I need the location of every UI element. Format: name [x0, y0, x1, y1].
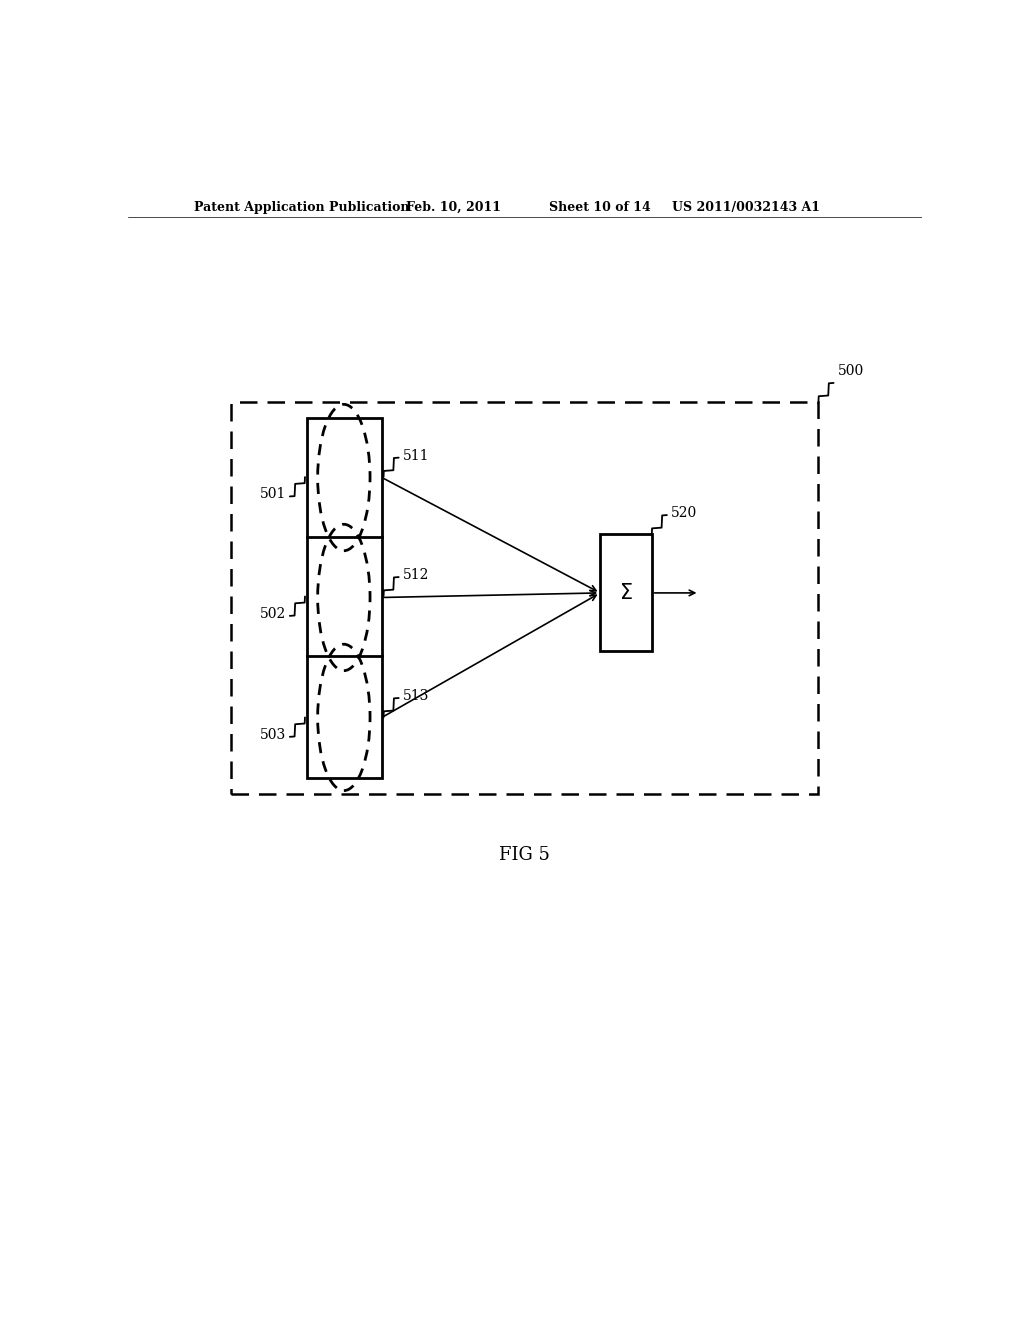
Text: 501: 501 [259, 487, 286, 502]
Text: Sheet 10 of 14: Sheet 10 of 14 [549, 201, 650, 214]
Text: 513: 513 [402, 689, 429, 704]
Bar [600, 535, 651, 651]
Text: 512: 512 [402, 568, 429, 582]
Text: FIG 5: FIG 5 [500, 846, 550, 863]
Text: Patent Application Publication: Patent Application Publication [194, 201, 410, 214]
Text: 511: 511 [402, 449, 429, 462]
Text: Feb. 10, 2011: Feb. 10, 2011 [406, 201, 501, 214]
Text: $\Sigma$: $\Sigma$ [620, 583, 633, 603]
Text: 520: 520 [671, 506, 697, 520]
Text: 500: 500 [838, 364, 864, 378]
Bar [306, 417, 382, 779]
Bar [231, 403, 818, 793]
Text: 502: 502 [260, 607, 286, 620]
Text: US 2011/0032143 A1: US 2011/0032143 A1 [672, 201, 819, 214]
Text: 503: 503 [260, 727, 286, 742]
